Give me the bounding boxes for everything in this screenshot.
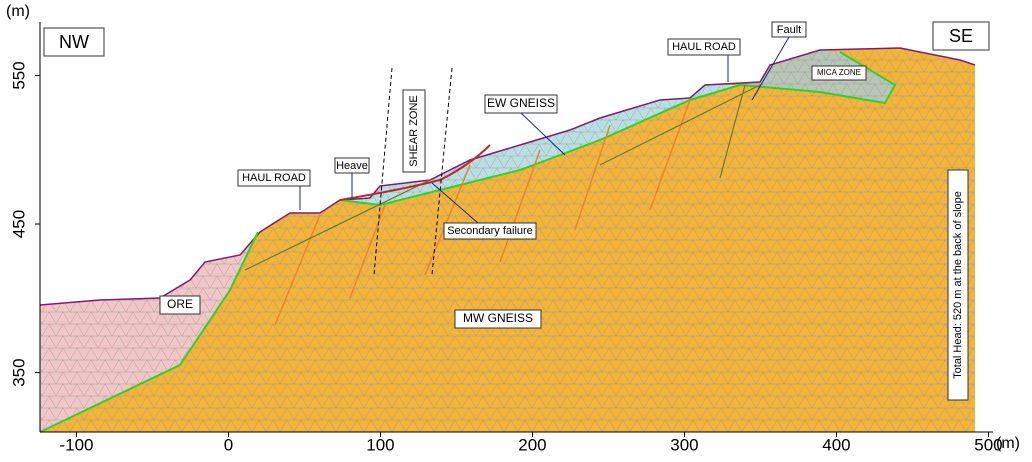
secondary-failure-label: Secondary failure [447, 225, 533, 237]
fault-label: Fault [777, 24, 801, 36]
x-tick-label: 0 [224, 435, 233, 454]
x-tick-label: -100 [59, 435, 93, 454]
section-diagram: (m) (m) -1000100200300400500350450550 NW… [0, 0, 1032, 457]
haul-road-label: HAUL ROAD [242, 172, 306, 184]
total-head-label: Total Head: 520 m at the back of slope [952, 191, 964, 379]
x-tick-label: 300 [670, 435, 698, 454]
shear-zone-label: SHEAR ZONE [408, 95, 420, 167]
haul-road-label: HAUL ROAD [672, 41, 736, 53]
x-tick-label: 200 [518, 435, 546, 454]
ew-gneiss-label: EW GNEISS [487, 96, 555, 110]
mica-zone-label: MICA ZONE [817, 68, 861, 77]
y-tick-label: 550 [9, 61, 28, 89]
y-tick-label: 450 [9, 210, 28, 238]
x-tick-label: 100 [366, 435, 394, 454]
x-tick-label: 500 [974, 435, 1002, 454]
y-axis-label: (m) [6, 3, 30, 20]
se-label: SE [949, 26, 973, 46]
mw-gneiss-label: MW GNEISS [463, 311, 533, 325]
x-tick-label: 400 [822, 435, 850, 454]
heave-label: Heave [336, 160, 368, 172]
nw-label: NW [59, 32, 89, 52]
ore-label: ORE [167, 297, 193, 311]
y-tick-label: 350 [9, 358, 28, 386]
